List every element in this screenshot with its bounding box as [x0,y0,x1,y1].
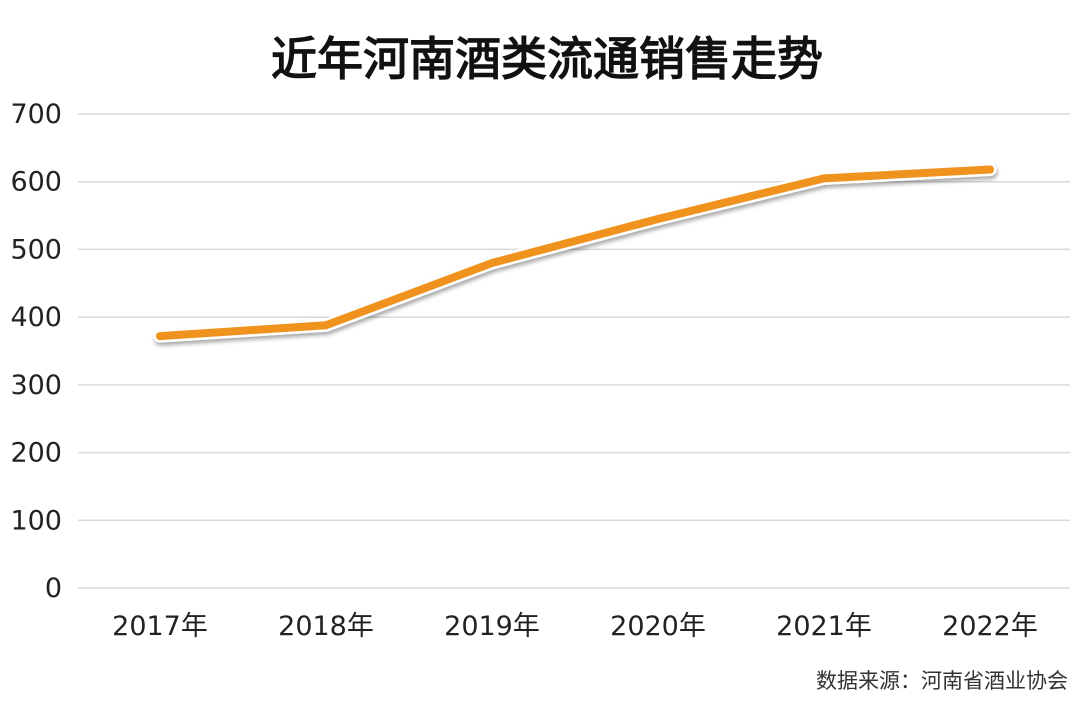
x-tick-label: 2020年 [610,611,706,642]
x-tick-label: 2018年 [278,611,374,642]
series-group [153,163,997,343]
x-tick-label: 2017年 [112,611,208,642]
chart-title: 近年河南酒类流通销售走势 [271,32,823,86]
y-tick-label: 200 [10,438,62,469]
x-tick-label: 2021年 [776,611,872,642]
x-tick-label: 2022年 [942,611,1038,642]
series-line-outline [153,163,997,343]
y-tick-label: 0 [45,573,62,604]
x-tick-label: 2019年 [444,611,540,642]
data-point [322,321,330,330]
y-tick-label: 100 [10,505,62,536]
data-point [156,332,164,341]
y-tick-label: 300 [10,370,62,401]
series-line [156,165,994,341]
y-tick-label: 600 [10,167,62,198]
y-tick-label: 400 [10,302,62,333]
y-tick-label: 700 [10,99,62,130]
y-axis-ticks: 0 100 200 300 400 500 600 700 [10,99,62,604]
x-axis-ticks: 2017年 2018年 2019年 2020年 2021年 2022年 [112,611,1038,642]
y-tick-label: 500 [10,234,62,265]
gridlines [78,113,1070,589]
data-point [820,174,828,183]
source-note: 数据来源：河南省酒业协会 [816,669,1068,693]
data-point [654,214,662,223]
data-point [986,165,994,174]
data-point [488,258,496,267]
